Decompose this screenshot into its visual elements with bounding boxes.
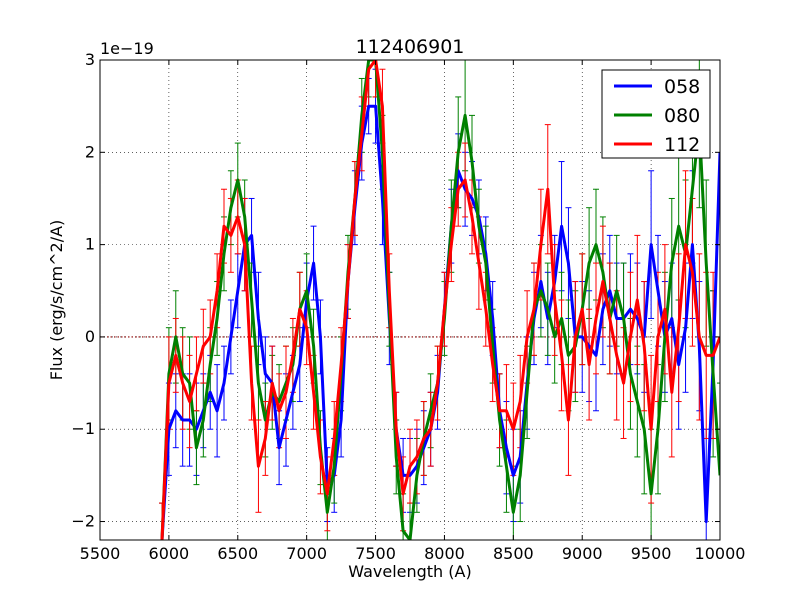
axes-frame bbox=[99, 59, 721, 541]
y-tick-label: 2 bbox=[85, 142, 95, 161]
y-axis-label: Flux (erg/s/cm^2/A) bbox=[47, 220, 66, 381]
series-line-112 bbox=[160, 60, 720, 540]
legend-label-058: 058 bbox=[664, 76, 700, 98]
x-tick-label: 7000 bbox=[286, 544, 327, 563]
y-tick-label: 3 bbox=[85, 50, 95, 69]
legend-label-112: 112 bbox=[664, 134, 700, 156]
error-bar bbox=[717, 382, 720, 540]
legend-label-080: 080 bbox=[664, 105, 700, 127]
x-tick-label: 8000 bbox=[424, 544, 465, 563]
chart-title: 112406901 bbox=[356, 36, 465, 58]
series-group bbox=[159, 60, 720, 540]
x-tick-label: 9500 bbox=[631, 544, 672, 563]
y-tick-label: −2 bbox=[71, 512, 95, 531]
x-tick-label: 6000 bbox=[149, 544, 190, 563]
y-offset-text: 1e−19 bbox=[100, 39, 154, 58]
x-tick-label: 6500 bbox=[217, 544, 258, 563]
y-tick-label: 1 bbox=[85, 235, 95, 254]
x-axis-label: Wavelength (A) bbox=[348, 562, 471, 581]
x-tick-label: 9000 bbox=[562, 544, 603, 563]
x-tick-label: 8500 bbox=[493, 544, 534, 563]
x-tick-label: 7500 bbox=[355, 544, 396, 563]
x-tick-label: 5500 bbox=[80, 544, 121, 563]
y-tick-label: −1 bbox=[71, 419, 95, 438]
y-tick-label: 0 bbox=[85, 327, 95, 346]
axis-ticks: 5500 6000 6500 7000 7500 8000 8500 9000 9500 1000… bbox=[71, 50, 745, 563]
legend: 058 080 112 bbox=[601, 69, 711, 159]
x-tick-label: 10000 bbox=[695, 544, 746, 563]
